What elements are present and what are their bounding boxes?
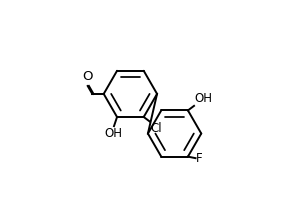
- Text: OH: OH: [104, 127, 122, 140]
- Text: O: O: [82, 70, 93, 83]
- Text: Cl: Cl: [150, 122, 162, 135]
- Text: OH: OH: [195, 92, 213, 105]
- Text: F: F: [196, 152, 203, 165]
